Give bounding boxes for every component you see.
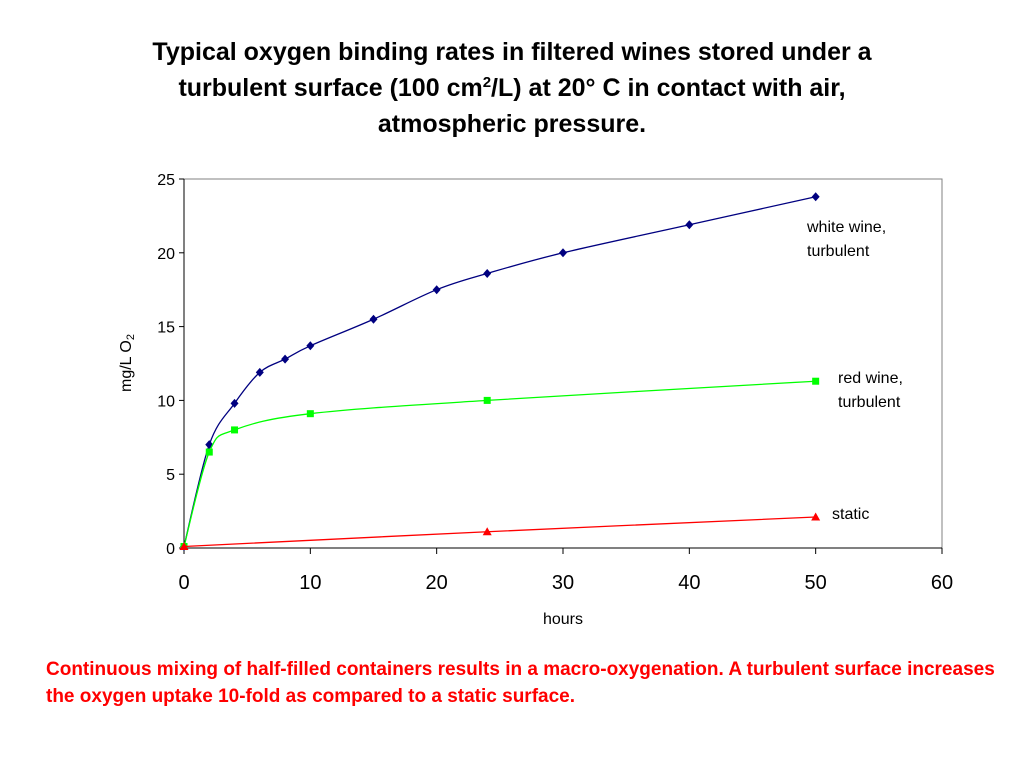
data-point-white-wine (369, 314, 378, 324)
data-point-red-wine (231, 426, 239, 434)
series-label-white-wine: white wine, turbulent (806, 219, 886, 260)
title-line-3: atmospheric pressure. (377, 110, 647, 138)
data-point-white-wine (230, 398, 239, 408)
data-point-white-wine (306, 341, 315, 351)
y-axis-title-main: mg/L O (118, 340, 135, 392)
data-point-static (482, 527, 492, 536)
title-line-2-end: /L) at 20° C in contact with air, (491, 74, 846, 102)
y-tick-label: 10 (157, 393, 175, 410)
y-axis-title: mg/L O2 (118, 334, 137, 392)
title-line-1: Typical oxygen binding rates in filtered… (152, 38, 872, 66)
data-point-red-wine (812, 377, 820, 385)
data-point-white-wine (432, 285, 441, 295)
chart-axes: 0 5 10 15 20 25 0 10 20 30 40 50 60 hours mg/L O2 (118, 172, 953, 628)
data-point-static (811, 512, 821, 521)
y-tick-label: 5 (166, 467, 175, 484)
y-tick-label: 0 (166, 541, 175, 558)
x-tick-label: 40 (678, 572, 700, 594)
y-axis-title-subscript: 2 (125, 334, 137, 340)
data-point-white-wine (559, 248, 567, 258)
data-point-white-wine (811, 192, 820, 202)
y-tick-label: 25 (157, 172, 175, 189)
series-label-line-2: turbulent (838, 394, 901, 411)
series-red-wine (180, 377, 820, 551)
x-tick-label: 50 (805, 572, 827, 594)
title-line-2-start: turbulent surface (100 cm (178, 74, 483, 102)
series-label-line-1: white wine, (806, 219, 886, 236)
title-superscript: 2 (482, 74, 492, 91)
chart-series (179, 192, 821, 552)
series-static (179, 512, 821, 551)
series-label-static: static (832, 506, 869, 523)
series-line-white-wine (183, 196, 816, 547)
series-label-line-1: red wine, (838, 370, 903, 387)
x-tick-label: 60 (931, 572, 953, 594)
chart-labels: white wine, turbulent red wine, turbulent st… (806, 219, 903, 523)
slide-caption: Continuous mixing of half-filled contain… (46, 659, 995, 707)
series-label-red-wine: red wine, turbulent (838, 370, 903, 411)
x-tick-label: 30 (552, 572, 574, 594)
x-axis-title: hours (543, 611, 583, 628)
series-white-wine (180, 192, 820, 552)
x-tick-label: 20 (426, 572, 448, 594)
slide-title: Typical oxygen binding rates in filtered… (60, 34, 964, 142)
x-tick-label: 0 (178, 572, 189, 594)
oxygen-binding-chart: 0 5 10 15 20 25 0 10 20 30 40 50 60 hours mg/L O2 whit… (118, 172, 953, 628)
data-point-red-wine (205, 448, 213, 456)
data-point-white-wine (281, 354, 290, 364)
y-tick-label: 20 (157, 246, 175, 263)
data-point-red-wine (306, 410, 314, 418)
data-point-white-wine (685, 220, 694, 230)
series-line-static (183, 516, 816, 548)
y-tick-label: 15 (157, 320, 175, 337)
series-label-line-1: static (832, 506, 869, 523)
series-label-line-2: turbulent (807, 243, 870, 260)
title-line-2: turbulent surface (100 cm2/L) at 20° C i… (60, 70, 964, 106)
x-tick-label: 10 (299, 572, 321, 594)
data-point-white-wine (255, 367, 264, 377)
data-point-white-wine (483, 268, 492, 278)
data-point-static (179, 542, 189, 551)
data-point-red-wine (483, 396, 491, 404)
